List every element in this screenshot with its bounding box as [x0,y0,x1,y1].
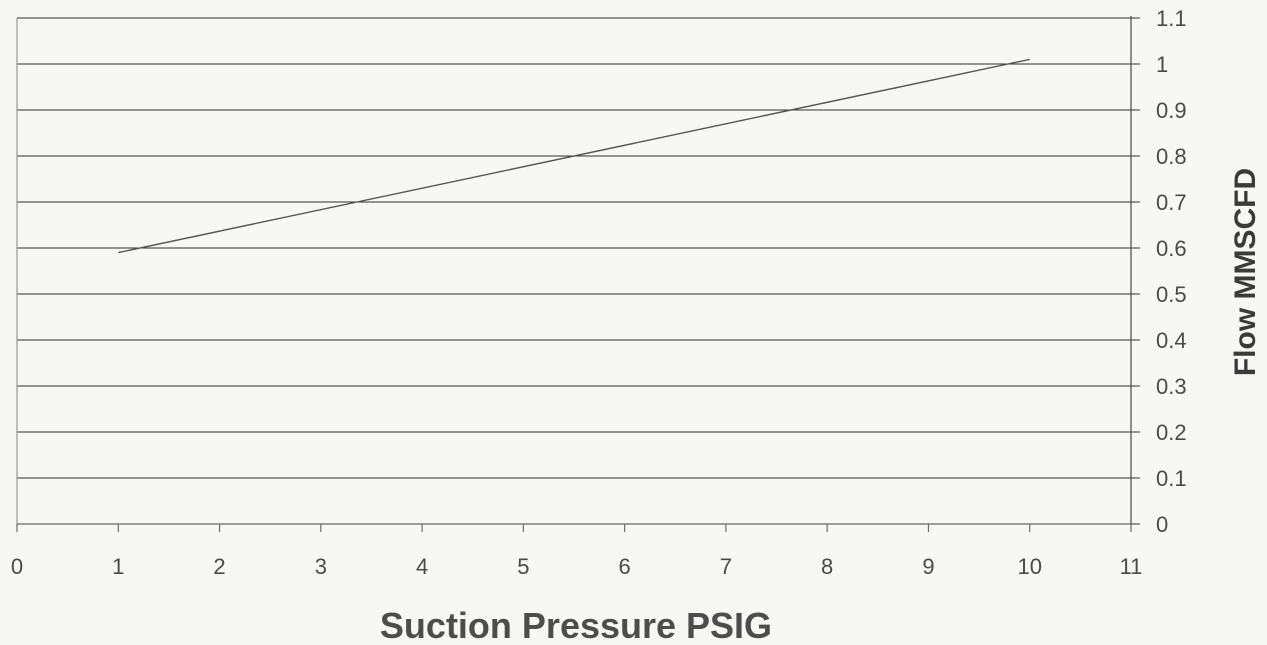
x-tick-label: 3 [315,554,327,579]
x-tick-label: 7 [720,554,732,579]
y-tick-label: 0.7 [1156,190,1187,215]
y-tick-label: 0.4 [1156,328,1187,353]
y-tick-label: 0.8 [1156,144,1187,169]
x-tick-label: 10 [1017,554,1041,579]
y-tick-label: 1 [1156,52,1168,77]
series-layer [118,58,1030,254]
x-tick-label: 8 [821,554,833,579]
x-tick-label: 4 [416,554,428,579]
x-tick-label: 11 [1120,554,1143,579]
y-tick-label: 0.5 [1156,282,1187,307]
y-tick-label: 0.9 [1156,98,1187,123]
y-tick-label: 1.1 [1156,6,1187,31]
axes [16,16,1140,532]
series-line-0 [118,58,1030,254]
x-tick-label: 1 [112,554,124,579]
y-tick-label: 0.1 [1156,466,1187,491]
x-tick-labels: 0 1 2 3 4 5 6 7 8 9 10 11 [11,554,1143,579]
x-tick-label: 9 [922,554,934,579]
y-tick-label: 0 [1156,512,1168,537]
y-tick-label: 0.6 [1156,236,1187,261]
y-tick-label: 0.3 [1156,374,1187,399]
y-axis-title: Flow MMSCFD [1229,168,1262,376]
gridlines [17,17,1131,479]
y-tick-labels: 0 0.1 0.2 0.3 0.4 0.5 0.6 0.7 0.8 0.9 1 1.1 [1156,6,1187,537]
x-axis-title: Suction Pressure PSIG [380,605,772,645]
x-tick-label: 6 [619,554,631,579]
x-tick-label: 0 [11,554,23,579]
x-tick-label: 5 [517,554,529,579]
x-tick-label: 2 [213,554,225,579]
y-tick-label: 0.2 [1156,420,1187,445]
